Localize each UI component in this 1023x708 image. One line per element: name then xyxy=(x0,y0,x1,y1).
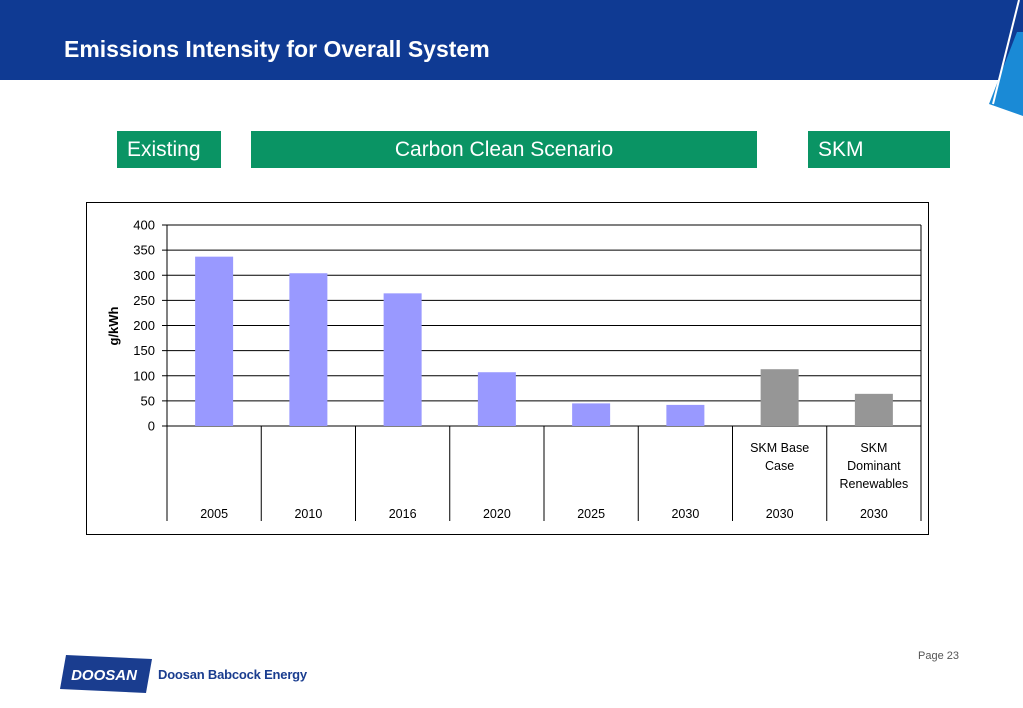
chart-frame xyxy=(86,202,929,535)
company-name: Doosan Babcock Energy xyxy=(158,667,307,682)
page-title: Emissions Intensity for Overall System xyxy=(64,36,490,62)
title-bar xyxy=(0,0,1023,80)
logo-text: DOOSAN xyxy=(71,667,138,684)
corner-accent xyxy=(989,0,1023,116)
page-number: Page 23 xyxy=(918,650,959,662)
doosan-logo: DOOSAN xyxy=(60,655,152,693)
label-skm: SKM xyxy=(808,131,950,168)
label-existing: Existing xyxy=(117,131,221,168)
label-carbon-clean-scenario: Carbon Clean Scenario xyxy=(251,131,757,168)
